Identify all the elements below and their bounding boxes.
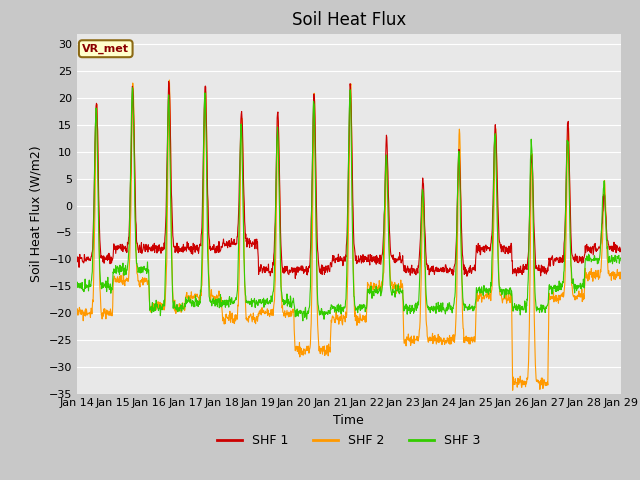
Line: SHF 1: SHF 1	[77, 82, 621, 278]
SHF 2	[181, 306, 189, 312]
SHF 3	[195, 304, 202, 310]
SHF 1	[73, 256, 81, 262]
SHF 3	[617, 255, 625, 261]
Legend: SHF 1, SHF 2, SHF 3: SHF 1, SHF 2, SHF 3	[212, 429, 486, 452]
SHF 3	[181, 300, 189, 306]
SHF 3	[255, 297, 263, 302]
SHF 1	[165, 79, 173, 84]
SHF 2	[505, 288, 513, 293]
Line: SHF 3: SHF 3	[77, 88, 621, 321]
Title: Soil Heat Flux: Soil Heat Flux	[292, 11, 406, 29]
X-axis label: Time: Time	[333, 414, 364, 427]
SHF 1	[434, 265, 442, 271]
SHF 3	[73, 284, 81, 289]
SHF 3	[434, 305, 442, 311]
SHF 2	[553, 294, 561, 300]
SHF 1	[195, 246, 202, 252]
SHF 2	[166, 77, 173, 83]
Line: SHF 2: SHF 2	[77, 80, 621, 390]
SHF 1	[291, 276, 299, 281]
Y-axis label: Soil Heat Flux (W/m2): Soil Heat Flux (W/m2)	[30, 145, 43, 282]
SHF 2	[255, 309, 263, 315]
SHF 1	[553, 257, 561, 263]
SHF 2	[73, 308, 81, 314]
SHF 2	[509, 387, 516, 393]
SHF 2	[434, 336, 442, 342]
SHF 3	[129, 85, 136, 91]
SHF 2	[195, 294, 202, 300]
SHF 2	[617, 276, 625, 282]
SHF 1	[181, 244, 189, 250]
SHF 3	[505, 287, 513, 293]
SHF 3	[299, 318, 307, 324]
SHF 1	[617, 246, 625, 252]
SHF 1	[505, 243, 513, 249]
SHF 3	[553, 283, 561, 289]
SHF 1	[255, 267, 263, 273]
Text: VR_met: VR_met	[82, 44, 129, 54]
